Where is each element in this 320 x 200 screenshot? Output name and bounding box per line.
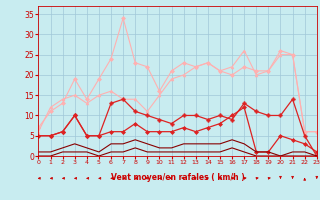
X-axis label: Vent moyen/en rafales ( km/h ): Vent moyen/en rafales ( km/h )	[111, 174, 244, 183]
